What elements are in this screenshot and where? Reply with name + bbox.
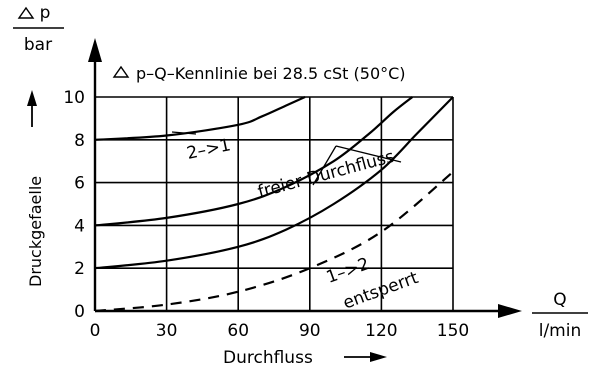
y-unit-top: p <box>40 3 51 23</box>
x-tick-label-0: 0 <box>90 321 101 341</box>
y-unit-delta-symbol <box>17 6 35 19</box>
x-unit-top: Q <box>553 290 566 310</box>
labels: p bar Q l/min p–Q–Kennlinie bei 28.5 cSt… <box>13 3 588 368</box>
y-tick-label-6: 6 <box>74 174 85 194</box>
y-label-arrow-head <box>27 90 37 106</box>
y-tick-label-10: 10 <box>63 88 85 108</box>
x-label-arrow-head <box>370 352 387 362</box>
x-axis-arrow <box>498 304 522 318</box>
title-delta-symbol <box>112 65 130 78</box>
annotation-2: 1–>2 <box>324 254 373 288</box>
series-line-s4 <box>94 171 454 313</box>
grid <box>95 96 454 311</box>
y-tick-label-4: 4 <box>74 216 85 236</box>
leader-line-freier-1 <box>312 145 337 186</box>
x-tick-label-30: 30 <box>156 321 178 341</box>
y-unit-bottom: bar <box>24 35 52 55</box>
axes: 0 30 60 90 120 150 0 2 4 6 8 10 <box>63 38 522 341</box>
x-tick-label-150: 150 <box>437 321 469 341</box>
y-axis-arrow <box>88 38 102 62</box>
y-tick-label-0: 0 <box>74 302 85 322</box>
y-axis-label: Druckgefaelle <box>26 176 45 287</box>
leader-line-freier-2 <box>335 145 402 163</box>
y-tick-label-2: 2 <box>74 259 85 279</box>
x-tick-label-60: 60 <box>227 321 249 341</box>
series-line-s2 <box>94 96 414 227</box>
chart-title: p–Q–Kennlinie bei 28.5 cSt (50°C) <box>136 64 406 83</box>
y-tick-label-8: 8 <box>74 131 85 151</box>
x-tick-label-90: 90 <box>299 321 321 341</box>
x-axis-label: Durchfluss <box>223 348 313 368</box>
series-line-s1 <box>94 95 306 141</box>
series-group <box>94 95 454 313</box>
x-tick-label-120: 120 <box>365 321 397 341</box>
x-unit-bottom: l/min <box>539 321 582 341</box>
series-line-s3 <box>94 96 454 270</box>
leader-line-2-1 <box>171 131 197 135</box>
